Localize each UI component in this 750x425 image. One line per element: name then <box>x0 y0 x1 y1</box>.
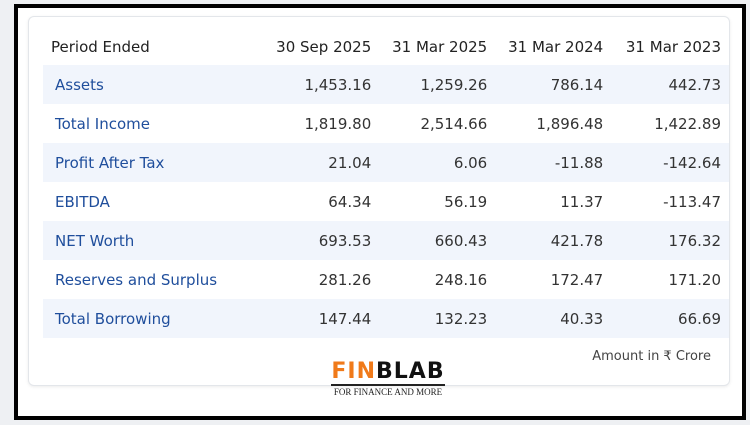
frame: Period Ended 30 Sep 2025 31 Mar 2025 31 Mar… <box>14 4 746 420</box>
cell-value: 66.69 <box>603 299 729 338</box>
cell-value: 40.33 <box>487 299 604 338</box>
cell-value: 147.44 <box>255 299 372 338</box>
column-header: 30 Sep 2025 <box>276 38 372 56</box>
card: Period Ended 30 Sep 2025 31 Mar 2025 31 Mar… <box>28 16 730 386</box>
row-label: EBITDA <box>55 192 110 211</box>
cell-value: 56.19 <box>444 192 488 211</box>
cell-value: 1,259.26 <box>371 65 488 104</box>
cell-value: 281.26 <box>318 270 372 289</box>
column-header: 31 Mar 2024 <box>508 38 604 56</box>
row-label: Total Borrowing <box>43 299 256 338</box>
header-row: Period Ended 30 Sep 2025 31 Mar 2025 31 Mar… <box>43 29 729 65</box>
cell-value: -11.88 <box>487 143 604 182</box>
table-row: NET Worth 693.53 660.43 421.78 176.32 <box>43 221 729 260</box>
row-label: Total Income <box>55 114 150 133</box>
cell-value: 660.43 <box>371 221 488 260</box>
table-row: EBITDA 64.34 56.19 11.37 -113.47 <box>43 182 729 221</box>
cell-value: 6.06 <box>371 143 488 182</box>
cell-value: 693.53 <box>255 221 372 260</box>
row-label: Profit After Tax <box>43 143 256 182</box>
row-label: Reserves and Surplus <box>55 270 218 289</box>
logo-tagline: FOR FINANCE AND MORE <box>333 387 443 397</box>
cell-value: -142.64 <box>603 143 729 182</box>
cell-value: 1,453.16 <box>255 65 372 104</box>
table-row: Total Borrowing 147.44 132.23 40.33 66.69 <box>43 299 729 338</box>
cell-value: 176.32 <box>603 221 729 260</box>
cell-value: 248.16 <box>434 270 488 289</box>
cell-value: 132.23 <box>371 299 488 338</box>
cell-value: -113.47 <box>663 192 721 211</box>
cell-value: 1,896.48 <box>536 114 604 133</box>
cell-value: 1,819.80 <box>304 114 372 133</box>
cell-value: 421.78 <box>487 221 604 260</box>
row-header-title: Period Ended <box>51 38 150 56</box>
cell-value: 21.04 <box>255 143 372 182</box>
cell-value: 172.47 <box>550 270 604 289</box>
logo-accent: FIN <box>331 359 377 384</box>
cell-value: 1,422.89 <box>654 114 721 133</box>
unit-note: Amount in ₹ Crore <box>592 349 711 364</box>
cell-value: 64.34 <box>328 192 372 211</box>
cell-value: 171.20 <box>668 270 722 289</box>
table-row: Assets 1,453.16 1,259.26 786.14 442.73 <box>43 65 729 104</box>
table-row: Total Income 1,819.80 2,514.66 1,896.48 1,42… <box>43 104 729 143</box>
cell-value: 786.14 <box>487 65 604 104</box>
table-row: Profit After Tax 21.04 6.06 -11.88 -142.64 <box>43 143 729 182</box>
logo: FINBLAB FOR FINANCE AND MORE <box>308 360 468 397</box>
table-body: Assets 1,453.16 1,259.26 786.14 442.73 Total … <box>43 65 729 338</box>
table-row: Reserves and Surplus 281.26 248.16 172.47 17… <box>43 260 729 299</box>
column-header: 31 Mar 2025 <box>392 38 488 56</box>
cell-value: 442.73 <box>603 65 729 104</box>
logo-wordmark: FINBLAB <box>331 359 445 386</box>
column-header: 31 Mar 2023 <box>625 38 721 56</box>
row-label: NET Worth <box>43 221 256 260</box>
cell-value: 11.37 <box>560 192 604 211</box>
logo-rest: BLAB <box>376 359 445 384</box>
cell-value: 2,514.66 <box>420 114 488 133</box>
financial-table: Period Ended 30 Sep 2025 31 Mar 2025 31 Mar… <box>43 29 729 338</box>
row-label: Assets <box>43 65 256 104</box>
